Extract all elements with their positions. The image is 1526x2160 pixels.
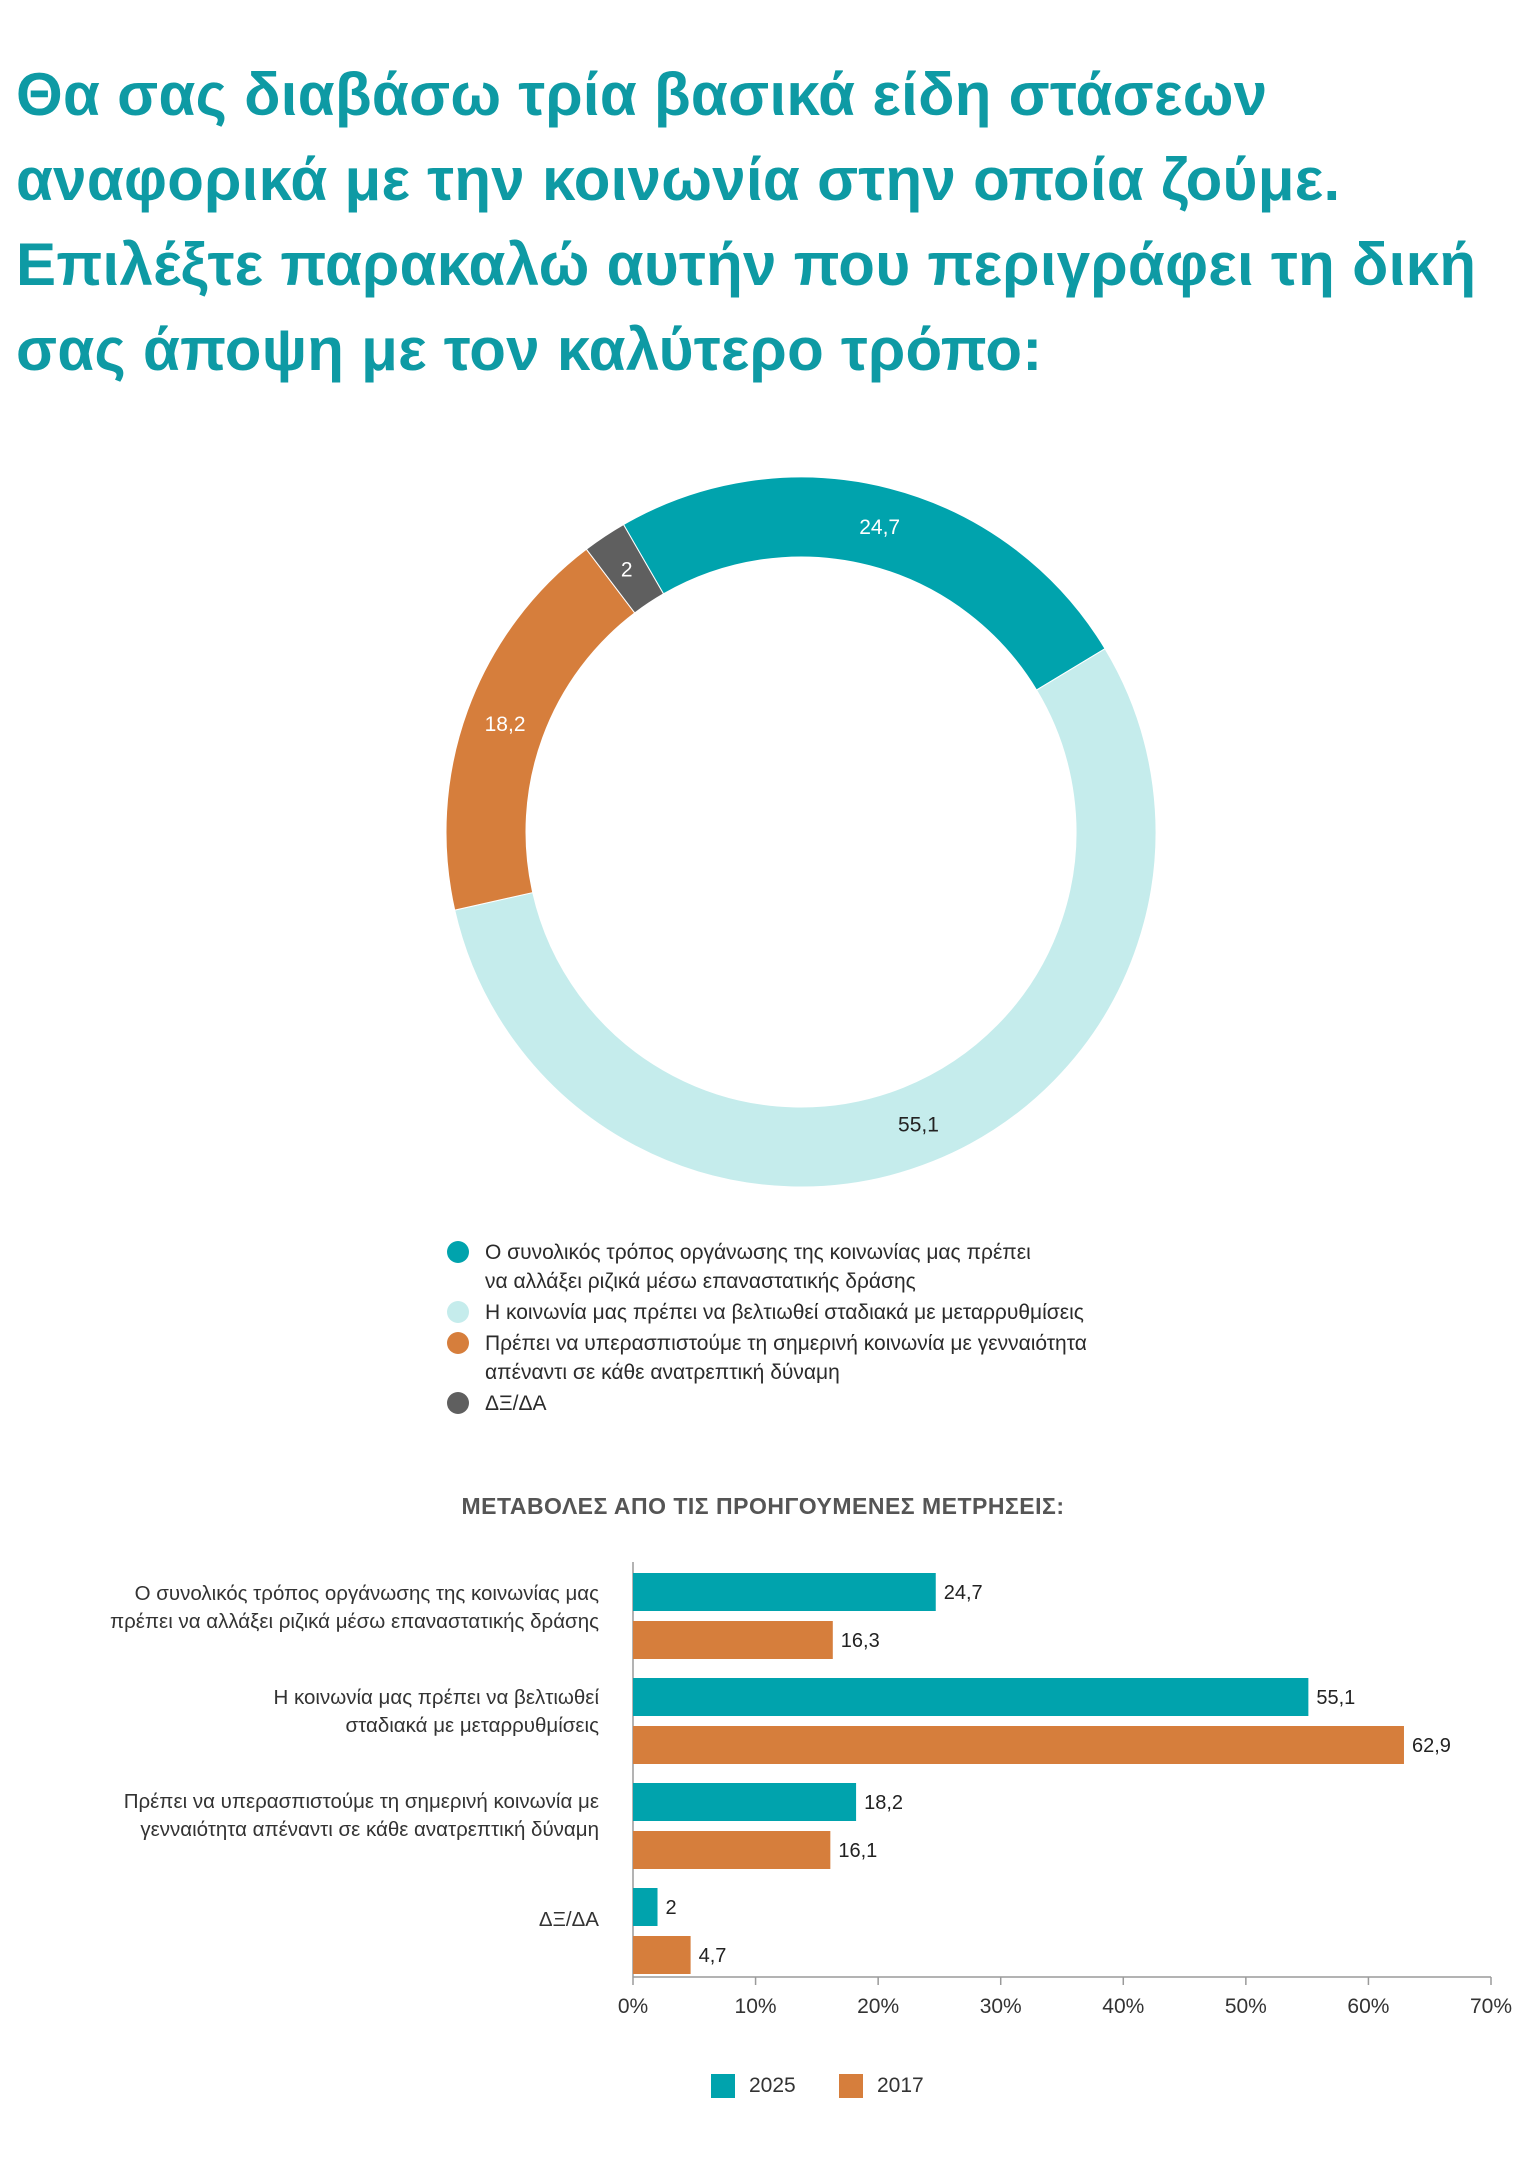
x-tick-label: 30% bbox=[980, 1995, 1022, 2018]
bar-value-label: 2 bbox=[666, 1897, 677, 1919]
x-tick-label: 70% bbox=[1470, 1995, 1512, 2018]
bar-value-label: 16,1 bbox=[838, 1840, 877, 1862]
bar-2017 bbox=[633, 1936, 691, 1974]
legend-item-defend: Πρέπει να υπερασπιστούμε τη σημερινή κοι… bbox=[447, 1329, 1207, 1387]
bar-value-label: 16,3 bbox=[841, 1630, 880, 1652]
x-tick-label: 60% bbox=[1347, 1995, 1389, 2018]
x-tick-label: 40% bbox=[1102, 1995, 1144, 2018]
donut-slice-label: 18,2 bbox=[485, 713, 526, 736]
bar-legend-label: 2017 bbox=[877, 2074, 924, 2097]
donut-legend: Ο συνολικός τρόπος οργάνωσης της κοινωνί… bbox=[447, 1238, 1207, 1420]
donut-slice bbox=[622, 476, 1106, 691]
bar-2025 bbox=[633, 1888, 658, 1926]
legend-label: Η κοινωνία μας πρέπει να βελτιωθεί σταδι… bbox=[485, 1301, 1084, 1324]
title-line: Επιλέξτε παρακαλώ αυτήν που περιγράφει τ… bbox=[16, 231, 1477, 298]
title-line: σας άποψη με τον καλύτερο τρόπο: bbox=[16, 316, 1043, 383]
donut-slice bbox=[445, 548, 636, 911]
bar-category-label: ΔΞ/ΔΑ bbox=[538, 1908, 599, 1931]
bar-category-label: Η κοινωνία μας πρέπει να βελτιωθεί σταδι… bbox=[273, 1686, 599, 1737]
legend-dot-orange bbox=[447, 1332, 469, 1354]
bar-value-label: 55,1 bbox=[1316, 1687, 1355, 1709]
donut-slice bbox=[454, 648, 1157, 1188]
legend-label: ΔΞ/ΔΑ bbox=[485, 1392, 547, 1415]
title-line: Θα σας διαβάσω τρία βασικά είδη στάσεων bbox=[16, 61, 1268, 128]
legend-label: Πρέπει να υπερασπιστούμε τη σημερινή κοι… bbox=[485, 1332, 1087, 1384]
donut-slice-label: 24,7 bbox=[859, 516, 900, 539]
bar-2017 bbox=[633, 1726, 1404, 1764]
bar-legend-label: 2025 bbox=[749, 2074, 796, 2097]
bar-2017 bbox=[633, 1831, 831, 1869]
x-tick-label: 10% bbox=[735, 1995, 777, 2018]
x-tick-label: 50% bbox=[1225, 1995, 1267, 2018]
donut-slice bbox=[585, 523, 665, 614]
bar-chart-title: ΜΕΤΑΒΟΛΕΣ ΑΠΟ ΤΙΣ ΠΡΟΗΓΟΥΜΕΝΕΣ ΜΕΤΡΗΣΕΙΣ… bbox=[461, 1493, 1065, 1519]
bar-2025 bbox=[633, 1783, 857, 1821]
x-tick-label: 20% bbox=[857, 1995, 899, 2018]
bar-legend-swatch bbox=[839, 2074, 863, 2098]
legend-label: Ο συνολικός τρόπος οργάνωσης της κοινωνί… bbox=[485, 1241, 1031, 1293]
donut-slice-label: 2 bbox=[621, 559, 633, 582]
legend-item-reform: Η κοινωνία μας πρέπει να βελτιωθεί σταδι… bbox=[447, 1298, 1207, 1327]
bar-2025 bbox=[633, 1573, 936, 1611]
legend-dot-light-teal bbox=[447, 1301, 469, 1323]
legend-dot-teal bbox=[447, 1241, 469, 1263]
bar-value-label: 4,7 bbox=[699, 1945, 727, 1967]
bar-2017 bbox=[633, 1621, 833, 1659]
bar-value-label: 18,2 bbox=[864, 1792, 903, 1814]
bar-legend-swatch bbox=[711, 2074, 735, 2098]
bar-category-label: Ο συνολικός τρόπος οργάνωσης της κοινωνί… bbox=[109, 1582, 599, 1633]
bar-value-label: 62,9 bbox=[1412, 1735, 1451, 1757]
bar-2025 bbox=[633, 1678, 1309, 1716]
donut-chart: 24,7 55,1 18,2 2 bbox=[445, 476, 1157, 1188]
bar-category-label: Πρέπει να υπερασπιστούμε τη σημερινή κοι… bbox=[123, 1790, 599, 1841]
legend-dot-gray bbox=[447, 1392, 469, 1414]
title-line: αναφορικά με την κοινωνία στην οποία ζού… bbox=[16, 146, 1341, 213]
legend-item-revolutionary: Ο συνολικός τρόπος οργάνωσης της κοινωνί… bbox=[447, 1238, 1207, 1296]
bar-value-label: 24,7 bbox=[944, 1582, 983, 1604]
donut-slice-label: 55,1 bbox=[898, 1113, 939, 1136]
legend-item-dk-na: ΔΞ/ΔΑ bbox=[447, 1389, 1207, 1418]
page-title: Θα σας διαβάσω τρία βασικά είδη στάσεων … bbox=[16, 52, 1516, 392]
x-tick-label: 0% bbox=[618, 1995, 648, 2018]
